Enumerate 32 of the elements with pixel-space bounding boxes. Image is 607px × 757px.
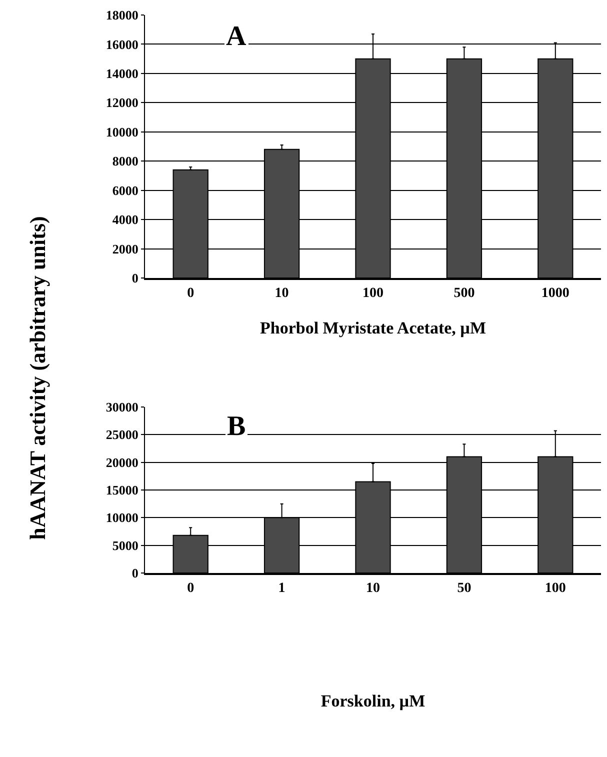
x-tick-label: 100 xyxy=(362,286,384,301)
x-tick-label: 50 xyxy=(457,580,472,596)
x-axis-title: Phorbol Myristate Acetate, µM xyxy=(260,318,486,338)
y-tick-label: 4000 xyxy=(112,212,138,228)
y-tick-label: 25000 xyxy=(106,427,138,442)
x-tick-label: 10 xyxy=(274,286,289,301)
chart-title: A xyxy=(226,21,247,52)
y-tick-label: 15000 xyxy=(106,482,138,498)
y-tick-label: 16000 xyxy=(106,36,138,52)
x-tick-label: 10 xyxy=(366,580,380,596)
x-tick-label: 1 xyxy=(278,580,286,596)
x-tick-label: 1000 xyxy=(541,286,570,301)
y-tick-label: 8000 xyxy=(112,154,138,169)
chart-title: B xyxy=(227,411,246,442)
y-tick-label: 12000 xyxy=(106,95,138,110)
y-tick-label: 14000 xyxy=(106,66,138,81)
y-tick-label: 30000 xyxy=(106,400,138,415)
y-tick-label: 2000 xyxy=(112,241,138,256)
y-tick-label: 0 xyxy=(132,566,138,581)
y-tick-label: 18000 xyxy=(106,8,138,23)
y-axis-title: hAANAT activity (arbitrary units) xyxy=(25,216,51,540)
y-tick-label: 10000 xyxy=(106,124,138,140)
x-axis-title: Forskolin, µM xyxy=(320,692,426,711)
x-tick-label: 100 xyxy=(544,580,566,596)
y-tick-label: 0 xyxy=(132,270,138,286)
x-tick-label: 500 xyxy=(454,286,475,301)
x-tick-label: 0 xyxy=(187,286,194,301)
x-tick-label: 0 xyxy=(187,580,194,596)
y-tick-label: 6000 xyxy=(112,182,138,198)
y-tick-label: 5000 xyxy=(112,538,138,553)
y-tick-label: 10000 xyxy=(106,510,138,526)
y-tick-label: 20000 xyxy=(106,454,138,470)
